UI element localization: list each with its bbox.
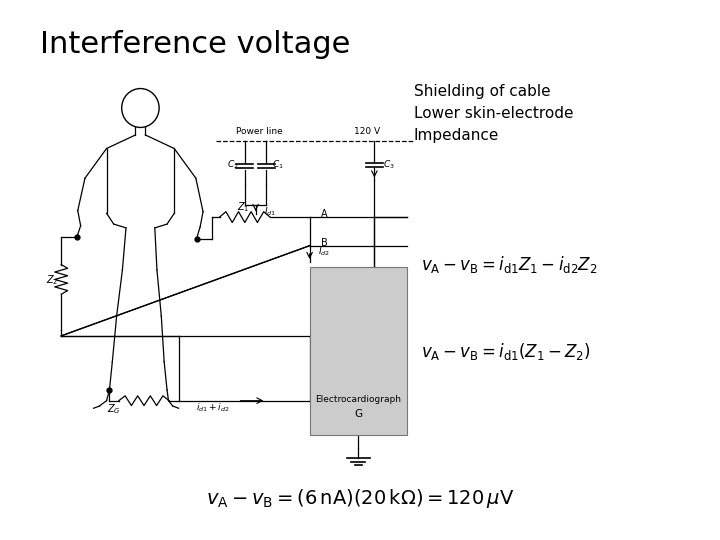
Text: $C_2$: $C_2$: [228, 159, 239, 172]
Text: $Z_1$: $Z_1$: [237, 200, 250, 214]
Text: Power line: Power line: [236, 127, 282, 136]
Text: $i_{d1}+i_{d2}$: $i_{d1}+i_{d2}$: [196, 402, 229, 415]
Text: $v_\mathrm{A} - v_\mathrm{B} = (6\,\mathrm{nA})(20\,\mathrm{k}\Omega) = 120\,\mu: $v_\mathrm{A} - v_\mathrm{B} = (6\,\math…: [206, 487, 514, 510]
Text: G: G: [354, 409, 362, 419]
Text: $v_\mathrm{A} - v_\mathrm{B} = i_{\mathrm{d1}}(Z_1 - Z_2)$: $v_\mathrm{A} - v_\mathrm{B} = i_{\mathr…: [421, 341, 591, 361]
Text: 120 V: 120 V: [354, 127, 380, 136]
Text: A: A: [321, 210, 328, 219]
Text: Electrocardiograph: Electrocardiograph: [315, 395, 401, 404]
Text: B: B: [321, 238, 328, 248]
Text: Shielding of cable
Lower skin-electrode
Impedance: Shielding of cable Lower skin-electrode …: [414, 84, 574, 143]
Text: $Z_2$: $Z_2$: [45, 273, 58, 287]
Text: $C_3$: $C_3$: [383, 159, 395, 172]
Text: $v_\mathrm{A} - v_\mathrm{B} = i_{\mathrm{d1}}Z_1 - i_{\mathrm{d2}}Z_2$: $v_\mathrm{A} - v_\mathrm{B} = i_{\mathr…: [421, 254, 598, 275]
Text: $C_1$: $C_1$: [272, 159, 284, 172]
Text: $I_{d2}$: $I_{d2}$: [318, 246, 330, 259]
Text: $Z_G$: $Z_G$: [107, 402, 121, 416]
Text: $I_{d1}$: $I_{d1}$: [264, 205, 276, 218]
Text: Interference voltage: Interference voltage: [40, 30, 350, 59]
